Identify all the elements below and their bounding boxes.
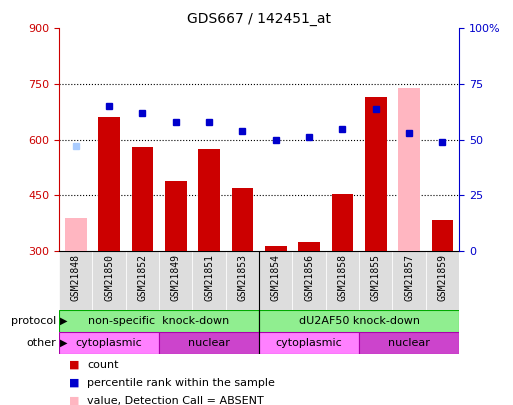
Text: protocol: protocol (11, 316, 56, 326)
Title: GDS667 / 142451_at: GDS667 / 142451_at (187, 12, 331, 26)
Bar (159, 332, 259, 354)
Text: GSM21858: GSM21858 (338, 254, 347, 301)
Bar (431, 220, 453, 251)
Bar (292, 251, 326, 310)
Text: value, Detection Call = ABSENT: value, Detection Call = ABSENT (87, 396, 264, 405)
Bar (165, 181, 187, 251)
Bar (231, 188, 253, 251)
Text: GSM21853: GSM21853 (238, 254, 247, 301)
Text: other: other (27, 338, 56, 348)
Text: GSM21857: GSM21857 (404, 254, 414, 301)
Text: nuclear: nuclear (188, 338, 230, 348)
Bar (226, 251, 259, 310)
Text: GSM21859: GSM21859 (438, 254, 447, 301)
Text: ■: ■ (69, 378, 80, 388)
Bar (59, 332, 159, 354)
Text: GSM21856: GSM21856 (304, 254, 314, 301)
Bar (392, 251, 426, 310)
Bar (259, 310, 459, 332)
Bar (59, 251, 92, 310)
Text: GSM21855: GSM21855 (371, 254, 381, 301)
Text: ▶: ▶ (60, 338, 68, 348)
Bar (265, 245, 287, 251)
Text: cytoplasmic: cytoplasmic (75, 338, 143, 348)
Bar (331, 194, 353, 251)
Text: GSM21854: GSM21854 (271, 254, 281, 301)
Text: ■: ■ (69, 360, 80, 369)
Text: GSM21849: GSM21849 (171, 254, 181, 301)
Bar (359, 332, 459, 354)
Bar (426, 251, 459, 310)
Bar (159, 251, 192, 310)
Text: GSM21851: GSM21851 (204, 254, 214, 301)
Text: non-specific  knock-down: non-specific knock-down (88, 316, 230, 326)
Bar (259, 332, 359, 354)
Bar (192, 251, 226, 310)
Bar (131, 147, 153, 251)
Bar (92, 251, 126, 310)
Bar (398, 88, 420, 251)
Text: count: count (87, 360, 119, 369)
Bar (326, 251, 359, 310)
Bar (65, 217, 87, 251)
Bar (365, 97, 387, 251)
Text: GSM21852: GSM21852 (137, 254, 147, 301)
Bar (359, 251, 392, 310)
Text: dU2AF50 knock-down: dU2AF50 knock-down (299, 316, 420, 326)
Text: cytoplasmic: cytoplasmic (275, 338, 343, 348)
Text: ■: ■ (69, 396, 80, 405)
Bar (98, 117, 120, 251)
Text: percentile rank within the sample: percentile rank within the sample (87, 378, 275, 388)
Text: nuclear: nuclear (388, 338, 430, 348)
Text: GSM21850: GSM21850 (104, 254, 114, 301)
Bar (59, 310, 259, 332)
Bar (198, 149, 220, 251)
Bar (126, 251, 159, 310)
Text: ▶: ▶ (60, 316, 68, 326)
Bar (259, 251, 292, 310)
Text: GSM21848: GSM21848 (71, 254, 81, 301)
Bar (298, 242, 320, 251)
